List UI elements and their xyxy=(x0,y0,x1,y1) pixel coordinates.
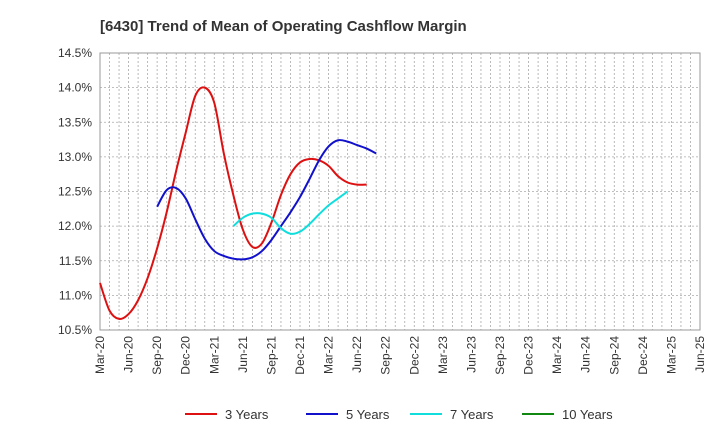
x-tick-label: Sep-22 xyxy=(379,336,393,375)
y-tick-label: 12.5% xyxy=(58,185,92,199)
series-line-7-years xyxy=(232,190,349,235)
x-tick-label: Sep-21 xyxy=(264,336,278,375)
x-tick-label: Jun-21 xyxy=(236,336,250,373)
x-tick-label: Dec-21 xyxy=(293,336,307,375)
y-tick-label: 11.5% xyxy=(59,254,92,268)
y-tick-label: 11.0% xyxy=(59,288,92,302)
plot-area xyxy=(99,52,701,331)
series-line-3-years xyxy=(99,86,367,321)
legend-label-3-years: 3 Years xyxy=(225,407,269,422)
y-tick-label: 14.0% xyxy=(58,81,92,95)
grid xyxy=(100,52,700,331)
x-tick-label: Sep-20 xyxy=(150,336,164,375)
x-tick-label: Mar-21 xyxy=(207,336,221,374)
legend: 3 Years 5 Years 7 Years 10 Years xyxy=(185,407,613,422)
x-tick-label: Dec-23 xyxy=(522,336,536,375)
x-tick-label: Mar-22 xyxy=(322,336,336,374)
x-tick-label: Jun-24 xyxy=(579,336,593,373)
x-tick-label: Jun-23 xyxy=(464,336,478,373)
x-tick-label: Mar-23 xyxy=(436,336,450,374)
series-line-5-years xyxy=(156,139,377,261)
y-axis: 10.5% 11.0% 11.5% 12.0% 12.5% 13.0% 13.5% 14.0%… xyxy=(58,46,92,337)
x-tick-label: Sep-24 xyxy=(607,336,621,375)
x-tick-label: Mar-20 xyxy=(93,336,107,374)
y-tick-label: 14.5% xyxy=(58,46,92,60)
x-tick-label: Mar-24 xyxy=(550,336,564,374)
x-tick-label: Jun-25 xyxy=(693,336,707,373)
y-tick-label: 10.5% xyxy=(58,323,92,337)
chart-title: [6430] Trend of Mean of Operating Cashfl… xyxy=(100,18,467,35)
x-tick-label: Dec-20 xyxy=(179,336,193,375)
y-tick-label: 13.5% xyxy=(58,115,92,129)
x-tick-label: Mar-25 xyxy=(664,336,678,374)
x-tick-label: Jun-20 xyxy=(122,336,136,373)
series-layer xyxy=(99,86,377,321)
y-tick-label: 12.0% xyxy=(58,219,92,233)
y-tick-label: 13.0% xyxy=(58,150,92,164)
x-tick-label: Dec-22 xyxy=(407,336,421,375)
x-tick-label: Jun-22 xyxy=(350,336,364,373)
x-axis: Mar-20 Jun-20 Sep-20 Dec-20 Mar-21 Jun-21 Sep-… xyxy=(93,336,707,375)
legend-label-7-years: 7 Years xyxy=(450,407,494,422)
legend-label-5-years: 5 Years xyxy=(346,407,390,422)
legend-label-10-years: 10 Years xyxy=(562,407,613,422)
x-tick-label: Sep-23 xyxy=(493,336,507,375)
x-tick-label: Dec-24 xyxy=(636,336,650,375)
